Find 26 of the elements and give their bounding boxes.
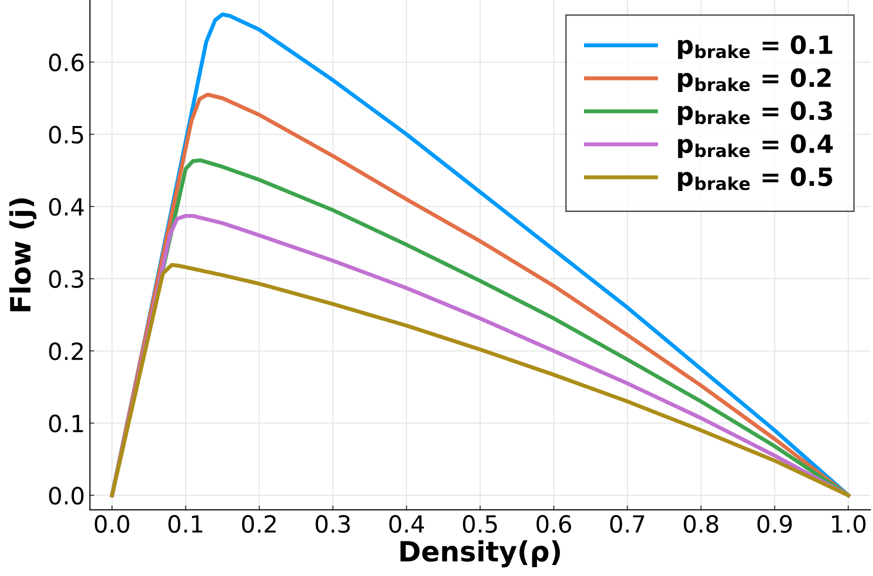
y-tick-label: 0.6 (49, 54, 84, 72)
y-axis-title: Flow (j) (9, 198, 36, 312)
y-tick-label: 0.5 (49, 126, 83, 144)
x-tick-label: 0.8 (684, 515, 718, 533)
legend-label: p$_{brake}$ = 0.1 (678, 35, 832, 60)
legend-label: p$_{brake}$ = 0.4 (678, 134, 833, 158)
x-tick-label: 0.3 (316, 515, 350, 533)
y-tick-label: 0.3 (49, 270, 84, 288)
text: 1.0 (832, 515, 866, 533)
x-tick-label: 0.1 (168, 515, 202, 533)
legend-label: p$_{brake}$ = 0.2 (678, 68, 831, 92)
y-tick-label: 0.1 (49, 414, 83, 432)
x-tick-label: 0.4 (389, 515, 424, 533)
y-tick-label: 0.4 (49, 198, 84, 216)
x-axis-title: Density(ρ) (400, 540, 560, 568)
legend-label: p$_{brake}$ = 0.3 (678, 101, 832, 126)
y-tick-label: 0.2 (49, 342, 83, 360)
x-tick-label: 0.2 (242, 515, 276, 533)
text: 0.0 (94, 515, 130, 533)
x-tick-label: 0.7 (610, 515, 644, 533)
text: 0.0 (49, 486, 84, 505)
line-series (110, 263, 850, 498)
x-tick-label: 0.9 (757, 515, 792, 533)
x-tick-label: 0.6 (536, 515, 572, 533)
legend-label: p$_{brake}$ = 0.5 (678, 167, 832, 192)
x-tick-label: 0.5 (462, 515, 497, 533)
